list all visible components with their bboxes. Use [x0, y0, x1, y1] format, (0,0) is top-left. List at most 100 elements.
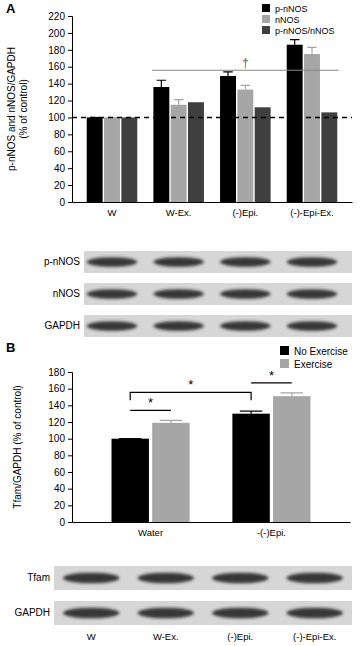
reference-line — [72, 117, 352, 119]
y-tick-mark — [68, 67, 72, 68]
y-tick: 140 — [48, 78, 72, 89]
legend-swatch — [262, 15, 270, 23]
y-axis-title: Tfam/GAPDH (% of control) — [12, 385, 23, 508]
x-axis-line — [73, 522, 351, 523]
y-tick-mark — [68, 439, 72, 440]
y-tick: 0 — [59, 197, 72, 208]
bar — [255, 107, 271, 202]
y-tick-mark — [68, 455, 72, 456]
y-tick-mark — [68, 372, 72, 373]
y-tick-label: 180 — [48, 45, 65, 56]
blot-band — [212, 608, 269, 619]
y-tick-mark — [68, 389, 72, 390]
y-tick: 180 — [48, 367, 72, 378]
y-tick: 40 — [54, 483, 72, 494]
y-tick-label: 180 — [48, 367, 65, 378]
y-tick-label: 0 — [59, 517, 65, 528]
y-tick: 120 — [48, 417, 72, 428]
x-tick-label: Water — [138, 527, 163, 538]
y-tick: 100 — [48, 433, 72, 444]
bar — [121, 117, 137, 202]
y-tick: 140 — [48, 400, 72, 411]
blot-row-label: nNOS — [53, 288, 81, 299]
bar — [287, 45, 303, 202]
annotation-line — [130, 392, 251, 400]
x-tick: (-)Epi. — [232, 202, 258, 218]
bar — [232, 414, 269, 522]
y-tick-mark — [68, 117, 72, 118]
y-tick-mark — [68, 505, 72, 506]
x-tick: -(-)Epi. — [257, 522, 286, 538]
y-tick-mark — [68, 522, 72, 523]
y-axis-line — [68, 17, 73, 203]
legend-swatch — [262, 26, 270, 34]
y-tick-label: 80 — [54, 450, 66, 461]
x-tick: (-)-Epi-Ex. — [290, 202, 333, 218]
panel-label: B — [6, 340, 15, 355]
blot-band — [287, 321, 338, 331]
x-tick-label: W — [108, 207, 117, 218]
blot-lane-label: (-)-Epi-Ex. — [293, 631, 336, 642]
error-bar — [240, 411, 262, 414]
y-tick: 60 — [54, 467, 72, 478]
legend-label: p-nNOS — [275, 4, 308, 14]
y-tick-mark — [68, 134, 72, 135]
legend-label: Exercise — [294, 359, 333, 370]
legend: p-nNOSnNOSp-nNOS/nNOS — [262, 4, 335, 36]
y-tick: 20 — [54, 180, 72, 191]
y-tick: 40 — [54, 163, 72, 174]
x-tick-label: W-Ex. — [166, 207, 192, 218]
bar — [220, 76, 236, 202]
y-tick: 200 — [48, 28, 72, 39]
x-axis: W W-Ex. (-)Epi. (-)-Epi-Ex. — [73, 202, 353, 218]
x-tick-label: -(-)Epi. — [257, 527, 286, 538]
y-tick-label: 140 — [48, 400, 65, 411]
blot-strip — [54, 566, 352, 590]
blot-band — [220, 321, 271, 331]
bar — [104, 117, 120, 202]
y-tick-label: 100 — [48, 433, 65, 444]
y-tick: 120 — [48, 95, 72, 106]
bar — [171, 105, 187, 202]
bar — [237, 90, 253, 202]
y-tick-label: 120 — [48, 417, 65, 428]
y-tick-label: 60 — [54, 467, 66, 478]
y-tick-mark — [68, 422, 72, 423]
blot-lane-label: W — [87, 631, 96, 642]
figure: A020406080100120140160180200220WW-Ex.(-)… — [0, 0, 360, 646]
y-tick: 160 — [48, 61, 72, 72]
legend-swatch — [262, 4, 270, 12]
blot-band — [137, 573, 194, 584]
bar — [273, 396, 310, 522]
bar — [304, 54, 320, 202]
legend: No ExerciseExercise — [280, 346, 348, 370]
y-tick: 0 — [59, 517, 72, 528]
blot-row-label: GAPDH — [44, 320, 80, 331]
blot-band — [153, 321, 204, 331]
y-tick-label: 80 — [54, 129, 66, 140]
y-axis-line — [68, 373, 73, 523]
error-bar — [157, 80, 167, 87]
blot-band — [137, 608, 194, 619]
error-bar — [281, 393, 303, 396]
y-tick: 80 — [54, 450, 72, 461]
y-tick: 20 — [54, 500, 72, 511]
x-tick: W-Ex. — [166, 202, 192, 218]
blot-band — [287, 289, 338, 299]
blot-band — [63, 573, 120, 584]
error-bar — [307, 47, 317, 54]
panel-label: A — [6, 1, 16, 16]
x-axis: Water -(-)Epi. — [73, 522, 351, 538]
blot: TfamGAPDHWW-Ex.(-)Epi.(-)-Epi-Ex. — [14, 566, 352, 642]
y-tick-mark — [68, 405, 72, 406]
y-tick-label: 40 — [54, 163, 66, 174]
blot-band — [87, 321, 138, 331]
y-tick-label: 0 — [59, 197, 65, 208]
legend-swatch — [280, 346, 289, 355]
bar — [153, 87, 169, 202]
blot-lane-label: W-Ex. — [153, 631, 179, 642]
x-tick: Water — [138, 522, 163, 538]
y-tick: 220 — [48, 11, 72, 22]
y-tick-label: 200 — [48, 28, 65, 39]
y-tick: 60 — [54, 146, 72, 157]
